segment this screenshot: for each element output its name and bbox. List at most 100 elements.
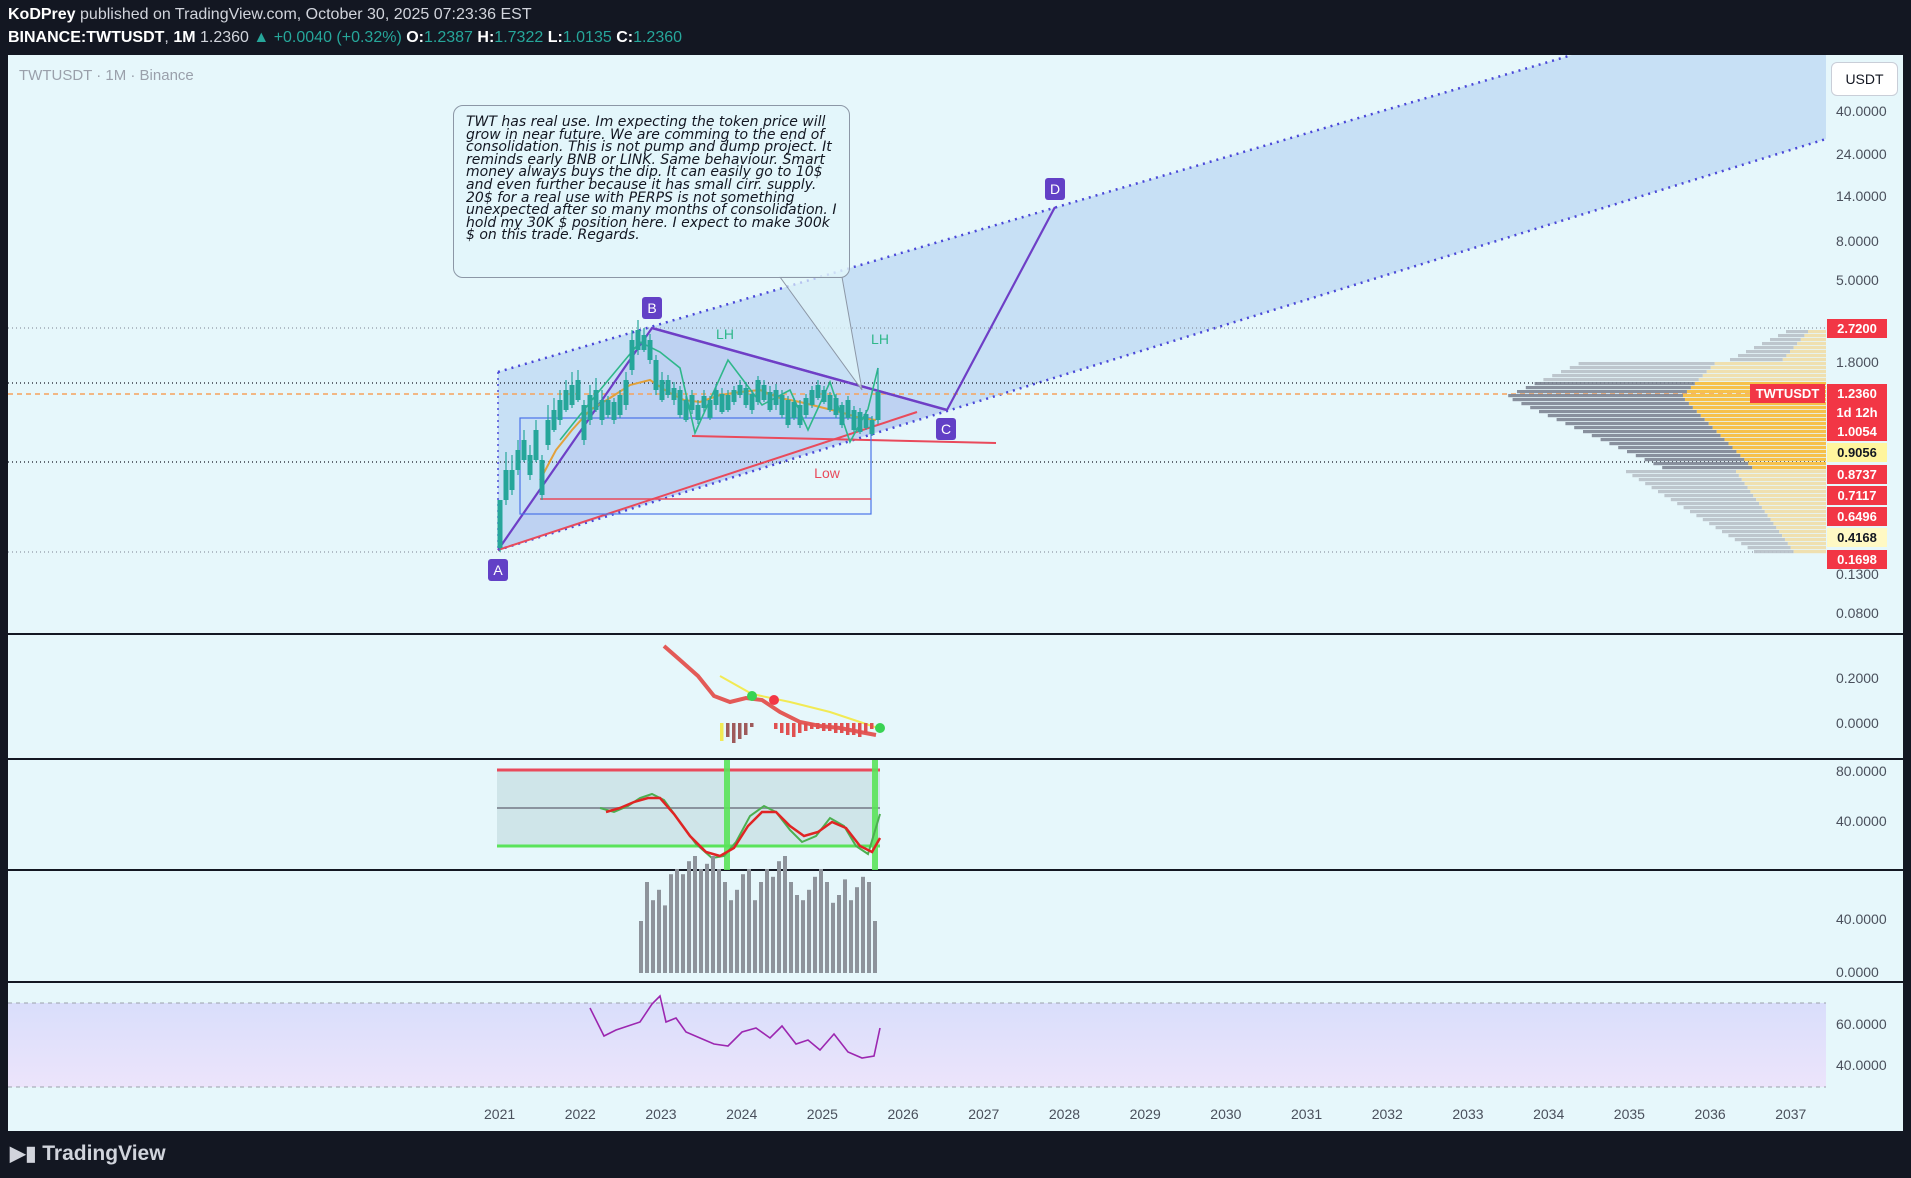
volume-bar [849,900,853,973]
candle-body [503,470,509,500]
volume-profile-bar [1748,462,1826,466]
volume-profile-bar [1734,538,1785,542]
volume-bar [831,902,835,973]
volume-profile-bar [1747,546,1791,550]
volume-bar [783,856,787,973]
pane2-cross-dot-3 [875,723,885,733]
volume-bar [681,874,685,973]
candle-body [713,390,719,405]
volume-profile-bar [1508,394,1683,398]
volume-profile-bar [1677,502,1760,506]
candle-body [593,390,599,410]
volume-profile-bar [1512,398,1685,402]
interval-label[interactable]: 1M [173,29,196,46]
volume-bar [675,869,679,973]
candle-body [863,414,869,428]
volume-bar [855,887,859,973]
low-label: Low [814,465,841,481]
macd-bar [738,723,742,739]
volume-profile-bar [1722,530,1780,534]
point-a-marker[interactable]: A [488,559,508,581]
time-tick: 2032 [1371,1106,1403,1122]
volume-profile-bar [1738,354,1787,358]
macd-bar [846,723,850,735]
symbol-name[interactable]: BINANCE:TWTUSDT [8,29,165,46]
ohlc-line: BINANCE:TWTUSDT, 1M 1.2360 ▲ +0.0040 (+0… [8,29,683,46]
author-name[interactable]: KoDPrey [8,6,76,23]
volume-profile-bar [1574,426,1713,430]
volume-profile-bar [1534,382,1695,386]
volume-profile-bar [1716,430,1826,434]
volume-profile-bar [1525,386,1691,390]
volume-profile-bar [1762,342,1798,346]
tradingview-logo[interactable]: ▶▮ TradingView [10,1141,166,1166]
price-tick: 0.1300 [1836,566,1879,582]
volume-profile-bar [1732,446,1826,450]
candle-body [617,395,623,415]
volume-profile-bar [1694,382,1826,386]
candle-body [725,395,731,410]
volume-profile-bar [1728,442,1826,446]
price-tag: 0.7117 [1827,486,1887,505]
volume-profile-bar [1670,498,1757,502]
candle-body [497,500,503,548]
open-label: O: [406,29,425,46]
pane5-rsi-line [589,994,881,1059]
price-tag: 0.6496 [1827,507,1887,526]
time-tick: 2022 [564,1106,596,1122]
volume-profile-bar [1696,514,1768,518]
pane5-band-fill [8,1003,1826,1087]
macd-bar [726,723,730,737]
idea-note[interactable]: TWT has real use. Im expecting the token… [453,105,850,278]
candle-body [611,402,617,420]
volume-profile-bar [1800,338,1826,342]
point-d-marker[interactable]: D [1045,178,1065,200]
indicator-tick: 40.0000 [1836,1057,1887,1073]
price-tag: 0.8737 [1827,465,1887,484]
volume-profile-bar [1790,546,1826,550]
volume-profile-bar [1741,478,1826,482]
volume-bar [873,921,877,973]
point-b-marker[interactable]: B [642,297,662,319]
candle-body [803,398,809,415]
candle-body [545,420,551,445]
volume-profile-bar [1651,486,1748,490]
macd-bar [744,723,748,735]
candle-body [539,460,545,495]
candle-body [737,385,743,395]
volume-bar [843,879,847,973]
volume-profile-bar [1793,346,1826,350]
candle-body [839,405,845,425]
candle-body [857,412,863,432]
volume-profile-bar [1782,534,1826,538]
volume-profile-bar [1653,462,1749,466]
candle-body [641,335,647,350]
time-tick: 2033 [1452,1106,1484,1122]
volume-profile-bar [1710,366,1826,370]
macd-bar [822,723,826,731]
candle-body [719,394,725,412]
volume-profile-bar [1704,418,1826,422]
pane2-cross-dot-1 [747,691,757,701]
currency-button[interactable]: USDT [1831,62,1898,96]
volume-profile-bar [1752,466,1826,470]
candle-body [875,392,881,420]
volume-profile-bar [1578,362,1715,366]
indicator-tick: 40.0000 [1836,813,1887,829]
candle-body [749,394,755,410]
chart-header: KoDPrey published on TradingView.com, Oc… [0,0,1911,55]
candle-body [569,385,575,405]
volume-bar [807,889,811,973]
volume-bar [759,882,763,973]
volume-profile-bar [1753,494,1826,498]
volume-bar [861,876,865,973]
volume-profile-bar [1561,370,1707,374]
point-c-marker[interactable]: C [936,418,956,440]
volume-profile-bar [1741,542,1788,546]
volume-bar [741,874,745,973]
volume-profile-bar [1779,530,1826,534]
indicator-tick: 0.0000 [1836,964,1879,980]
time-tick: 2027 [968,1106,1000,1122]
chart-area[interactable] [8,55,1903,1131]
